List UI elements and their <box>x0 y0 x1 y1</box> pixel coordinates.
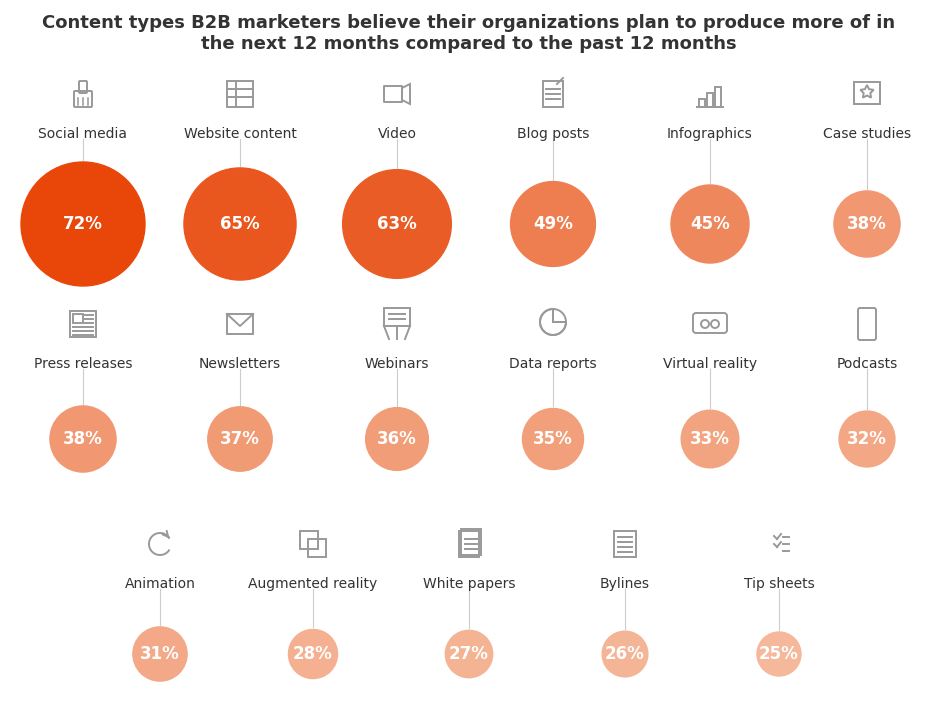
Bar <box>384 86 402 102</box>
Bar <box>308 539 326 557</box>
Text: 72%: 72% <box>63 215 103 233</box>
Text: 45%: 45% <box>690 215 730 233</box>
Bar <box>70 311 96 337</box>
Text: Podcasts: Podcasts <box>837 357 898 371</box>
Text: 36%: 36% <box>377 430 417 448</box>
Text: Social media: Social media <box>38 127 128 141</box>
Text: Infographics: Infographics <box>667 127 753 141</box>
Circle shape <box>445 630 493 678</box>
Text: Virtual reality: Virtual reality <box>663 357 757 371</box>
Text: Blog posts: Blog posts <box>516 127 589 141</box>
Bar <box>543 81 563 107</box>
Circle shape <box>21 162 145 286</box>
Circle shape <box>133 627 187 681</box>
Bar <box>459 531 479 557</box>
Circle shape <box>522 408 583 470</box>
Text: 25%: 25% <box>759 645 799 663</box>
Text: White papers: White papers <box>423 577 516 591</box>
Circle shape <box>208 407 272 471</box>
Text: Bylines: Bylines <box>600 577 650 591</box>
Bar <box>227 314 253 334</box>
Text: 35%: 35% <box>533 430 573 448</box>
Text: 28%: 28% <box>293 645 332 663</box>
Bar <box>854 82 880 104</box>
Text: Animation: Animation <box>125 577 195 591</box>
Text: Video: Video <box>377 127 417 141</box>
Circle shape <box>511 181 595 266</box>
Bar <box>384 308 410 326</box>
Text: 63%: 63% <box>377 215 417 233</box>
Text: 38%: 38% <box>847 215 886 233</box>
Text: 37%: 37% <box>220 430 260 448</box>
Circle shape <box>184 168 296 280</box>
Text: Website content: Website content <box>183 127 297 141</box>
Bar <box>227 81 253 107</box>
Text: Tip sheets: Tip sheets <box>744 577 814 591</box>
Circle shape <box>681 410 739 468</box>
Circle shape <box>343 170 452 278</box>
Text: 33%: 33% <box>690 430 730 448</box>
Bar <box>461 529 481 555</box>
Circle shape <box>671 185 749 263</box>
Bar <box>715 87 721 107</box>
Text: Press releases: Press releases <box>34 357 132 371</box>
Text: Data reports: Data reports <box>509 357 597 371</box>
Text: 27%: 27% <box>449 645 489 663</box>
Circle shape <box>602 631 648 677</box>
Circle shape <box>288 630 337 678</box>
Circle shape <box>839 411 895 467</box>
Bar <box>73 314 83 323</box>
Circle shape <box>365 408 428 471</box>
Text: Webinars: Webinars <box>364 357 429 371</box>
Text: Augmented reality: Augmented reality <box>249 577 377 591</box>
Text: 26%: 26% <box>605 645 645 663</box>
Text: Case studies: Case studies <box>823 127 911 141</box>
Text: 38%: 38% <box>63 430 103 448</box>
Circle shape <box>50 406 116 472</box>
Circle shape <box>757 632 801 676</box>
Text: 65%: 65% <box>220 215 260 233</box>
Text: 32%: 32% <box>847 430 887 448</box>
Bar <box>699 99 705 107</box>
Text: Newsletters: Newsletters <box>199 357 281 371</box>
Text: 49%: 49% <box>533 215 573 233</box>
Text: 31%: 31% <box>140 645 180 663</box>
Bar <box>614 531 636 557</box>
Circle shape <box>834 191 901 257</box>
Text: Content types B2B marketers believe their organizations plan to produce more of : Content types B2B marketers believe thei… <box>42 14 896 53</box>
Bar <box>707 93 713 107</box>
Bar <box>300 531 318 549</box>
